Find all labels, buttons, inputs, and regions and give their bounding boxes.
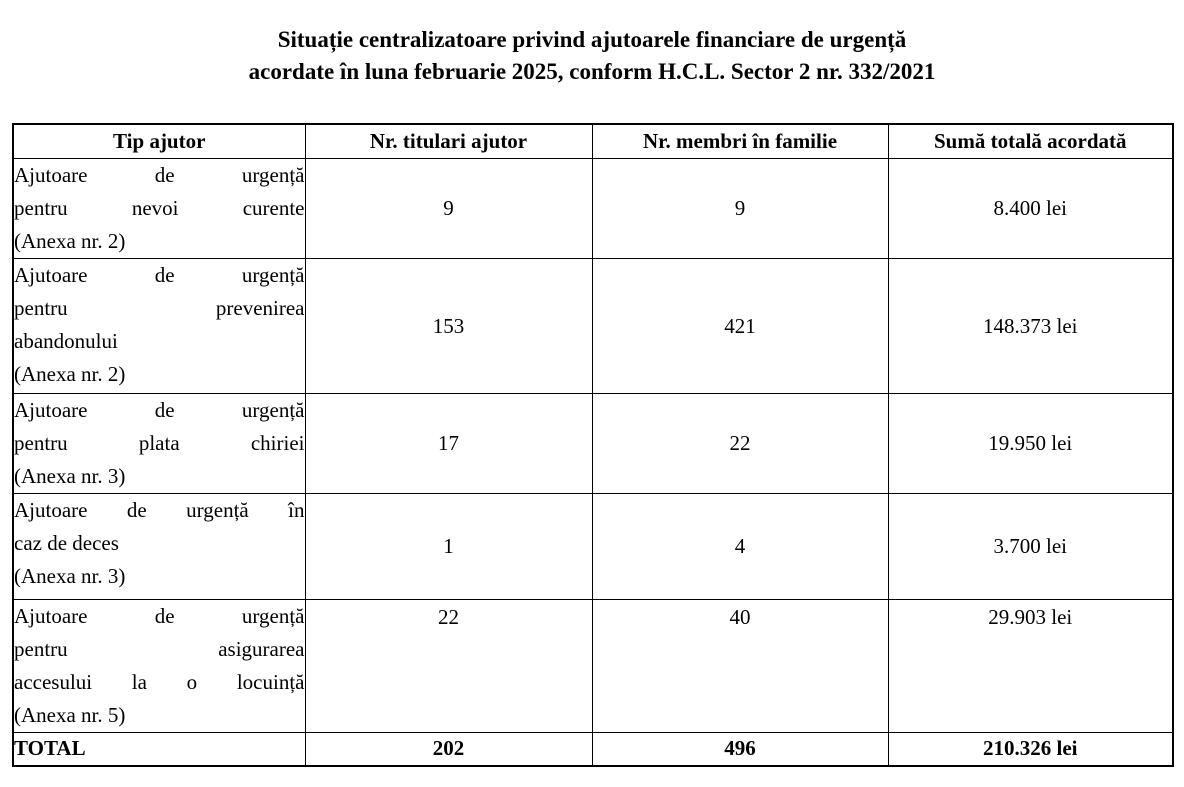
aid-type-line: (Anexa nr. 2) xyxy=(14,229,126,253)
aid-type-line: Ajutoare de urgență xyxy=(14,263,305,287)
aid-type-cell: Ajutoare de urgență pentru nevoi curente (… xyxy=(12,158,306,259)
table-row: Ajutoare de urgență pentru prevenirea aban… xyxy=(12,258,1174,394)
aid-type-line: Ajutoare de urgență în xyxy=(14,498,305,522)
total-label: TOTAL xyxy=(12,732,306,766)
aid-type-cell: Ajutoare de urgență pentru plata chiriei (… xyxy=(12,393,306,494)
titulari-cell: 17 xyxy=(304,393,593,494)
membri-cell: 40 xyxy=(591,599,889,733)
header-tip-ajutor: Tip ajutor xyxy=(12,123,306,159)
title-line-1: Situație centralizatoare privind ajutoar… xyxy=(277,27,907,52)
suma-cell: 8.400 lei xyxy=(887,158,1174,259)
aid-type-line: pentru prevenirea xyxy=(14,296,305,320)
aid-type-line: Ajutoare de urgență xyxy=(14,163,305,187)
aid-type-cell: Ajutoare de urgență în caz de deces (Anexa… xyxy=(12,493,306,600)
table-row: Ajutoare de urgență în caz de deces (Anexa… xyxy=(12,493,1174,600)
table-row: Ajutoare de urgență pentru asigurarea acce… xyxy=(12,599,1174,733)
aid-summary-table: Tip ajutor Nr. titulari ajutor Nr. membr… xyxy=(12,123,1174,767)
titulari-cell: 1 xyxy=(304,493,593,600)
aid-type-line: pentru plata chiriei xyxy=(14,431,305,455)
aid-type-line: (Anexa nr. 2) xyxy=(14,362,126,386)
table-row: Ajutoare de urgență pentru plata chiriei (… xyxy=(12,393,1174,494)
suma-cell: 148.373 lei xyxy=(887,258,1174,394)
aid-type-line: pentru asigurarea xyxy=(14,637,305,661)
suma-cell: 3.700 lei xyxy=(887,493,1174,600)
document-title: Situație centralizatoare privind ajutoar… xyxy=(0,24,1184,88)
titulari-cell: 22 xyxy=(304,599,593,733)
titulari-cell: 153 xyxy=(304,258,593,394)
total-titulari-cell: 202 xyxy=(304,732,593,766)
header-row: Tip ajutor Nr. titulari ajutor Nr. membr… xyxy=(12,123,1174,159)
titulari-cell: 9 xyxy=(304,158,593,259)
aid-type-line: pentru nevoi curente xyxy=(14,196,305,220)
membri-cell: 22 xyxy=(591,393,889,494)
aid-type-line: accesului la o locuință xyxy=(14,670,305,694)
header-nr-membri: Nr. membri în familie xyxy=(591,123,889,159)
header-nr-titulari: Nr. titulari ajutor xyxy=(304,123,593,159)
aid-type-cell: Ajutoare de urgență pentru asigurarea acce… xyxy=(12,599,306,733)
title-line-2: acordate în luna februarie 2025, conform… xyxy=(248,59,936,84)
aid-type-line: (Anexa nr. 3) xyxy=(14,564,126,588)
membri-cell: 421 xyxy=(591,258,889,394)
table-row: Ajutoare de urgență pentru nevoi curente (… xyxy=(12,158,1174,259)
aid-type-line: (Anexa nr. 5) xyxy=(14,703,126,727)
total-membri-cell: 496 xyxy=(591,732,889,766)
header-suma-totala: Sumă totală acordată xyxy=(887,123,1174,159)
total-suma-cell: 210.326 lei xyxy=(887,732,1174,766)
aid-type-line: (Anexa nr. 3) xyxy=(14,464,126,488)
membri-cell: 4 xyxy=(591,493,889,600)
aid-type-line: Ajutoare de urgență xyxy=(14,398,305,422)
membri-cell: 9 xyxy=(591,158,889,259)
total-row: TOTAL 202 496 210.326 lei xyxy=(12,732,1174,766)
suma-cell: 19.950 lei xyxy=(887,393,1174,494)
aid-type-line: Ajutoare de urgență xyxy=(14,604,305,628)
aid-type-line: abandonului xyxy=(14,329,118,353)
suma-cell: 29.903 lei xyxy=(887,599,1174,733)
aid-type-line: caz de deces xyxy=(14,531,119,555)
aid-type-cell: Ajutoare de urgență pentru prevenirea aban… xyxy=(12,258,306,394)
